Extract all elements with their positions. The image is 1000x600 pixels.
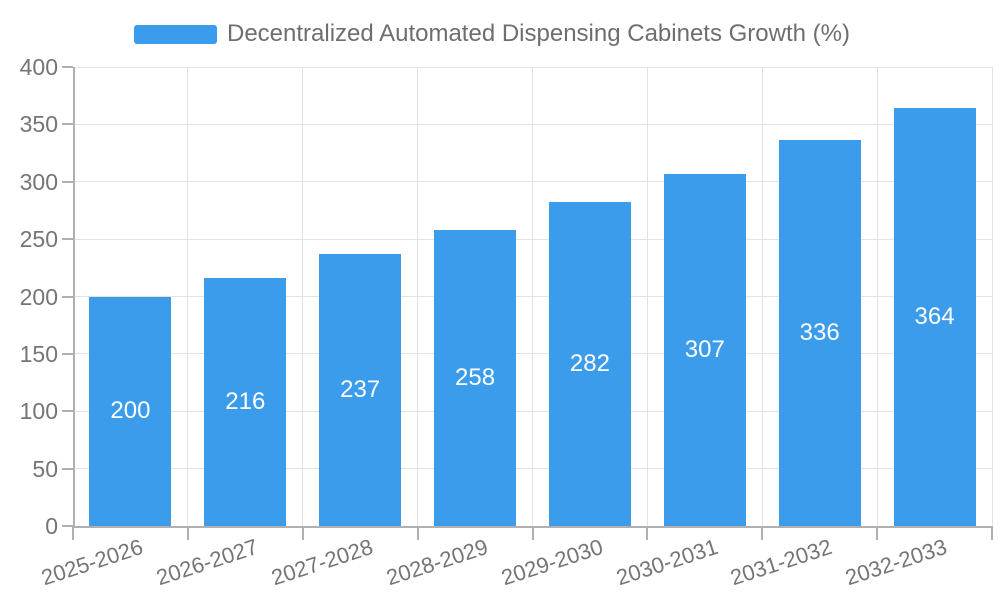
y-axis-label: 250 [19,226,58,253]
x-axis-tick [991,526,993,540]
y-axis-label: 100 [19,398,58,425]
v-gridline [532,67,533,526]
bar-2032-2033[interactable]: 364 [893,108,976,526]
bar-value-label: 216 [225,388,266,416]
bar-2031-2032[interactable]: 336 [778,140,861,526]
x-axis-label: 2029-2030 [497,534,606,591]
v-gridline [302,67,304,526]
y-axis-tick [62,525,73,527]
x-axis-tick [646,526,649,540]
v-gridline [187,67,189,526]
x-axis-label: 2028-2029 [382,534,491,591]
v-gridline [417,67,419,526]
v-gridline [991,67,993,526]
x-axis-tick [876,526,879,540]
y-axis-tick [62,467,73,470]
y-axis-tick [62,295,73,298]
x-axis-label: 2032-2033 [842,534,951,591]
y-axis-tick [62,180,73,183]
x-axis-tick [416,526,419,540]
x-axis-tick [186,526,189,540]
y-axis-tick [62,410,73,413]
x-axis-label: 2026-2027 [153,534,262,591]
bar-2029-2030[interactable]: 282 [548,202,631,526]
legend-item[interactable]: Decentralized Automated Dispensing Cabin… [134,20,850,48]
v-gridline [876,67,878,526]
y-axis-label: 300 [19,168,58,195]
v-gridline [761,67,763,526]
y-axis-tick [62,66,73,68]
x-axis-tick [72,526,74,540]
y-axis-line [73,67,75,526]
bar-value-label: 200 [110,397,151,425]
y-axis-tick [62,238,73,241]
bar-2028-2029[interactable]: 258 [434,229,517,526]
bar-2030-2031[interactable]: 307 [663,173,746,526]
y-axis-label: 0 [45,513,58,539]
x-axis-label: 2031-2032 [727,534,836,591]
x-axis-tick [761,526,764,540]
y-axis-tick [62,352,73,355]
y-axis-label: 350 [19,111,58,138]
y-axis-label: 200 [19,283,58,310]
bar-2025-2026[interactable]: 200 [89,296,172,526]
x-axis-tick [301,526,304,540]
bar-value-label: 307 [684,335,725,363]
bar-2027-2028[interactable]: 237 [319,254,402,526]
legend-swatch [134,24,217,44]
bar-value-label: 237 [340,376,381,403]
y-axis-label: 50 [32,455,58,482]
x-axis-label: 2025-2026 [38,534,147,591]
bar-value-label: 258 [455,363,496,391]
x-axis-label: 2027-2028 [268,534,376,591]
bar-value-label: 282 [569,350,610,378]
y-axis-tick [62,123,73,126]
x-axis-tick [531,526,534,540]
bar-value-label: 364 [914,303,955,331]
bar-2026-2027[interactable]: 216 [204,278,287,526]
y-axis-label: 400 [19,54,58,80]
x-axis-label: 2030-2031 [612,534,721,591]
bar-value-label: 336 [799,319,840,347]
y-axis-label: 150 [19,340,58,367]
v-gridline [646,67,648,526]
legend-label: Decentralized Automated Dispensing Cabin… [227,20,850,47]
